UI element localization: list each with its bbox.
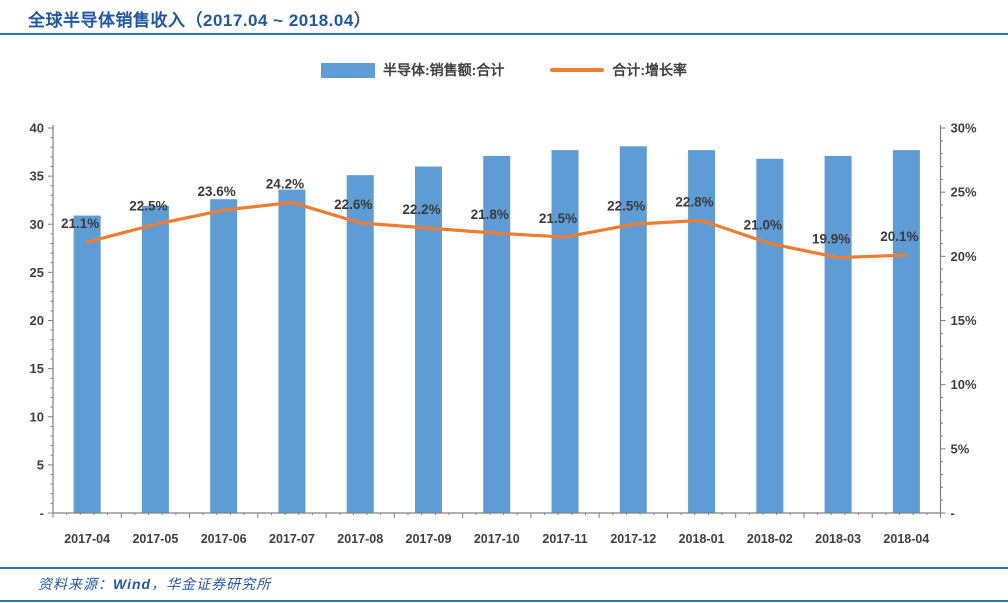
x-axis-label: 2017-10	[474, 532, 520, 546]
legend-item-growth: 合计:增长率	[550, 60, 687, 80]
source-name: Wind	[113, 576, 152, 592]
bar-2017-05	[141, 205, 169, 513]
left-axis-label: 35	[30, 169, 44, 184]
source-prefix: 资料来源：	[38, 576, 113, 592]
x-axis-label: 2018-03	[815, 532, 861, 546]
growth-point-label: 22.5%	[129, 198, 167, 213]
x-axis-label: 2017-11	[542, 532, 587, 546]
x-axis-label: 2017-08	[337, 532, 383, 546]
left-axis-label: 20	[30, 313, 44, 328]
growth-point-label: 19.9%	[812, 232, 850, 247]
x-axis-label: 2017-07	[269, 532, 315, 546]
source-note: 资料来源：Wind，华金证券研究所	[38, 574, 271, 594]
bar-2018-03	[824, 155, 852, 513]
right-axis-label: 15%	[951, 313, 977, 328]
bar-2018-01	[688, 150, 716, 513]
left-axis-label: 5	[37, 457, 44, 472]
legend-label-sales: 半导体:销售额:合计	[383, 62, 505, 78]
left-axis-label: 40	[30, 121, 44, 136]
x-axis-label: 2017-12	[610, 532, 656, 546]
growth-point-label: 21.8%	[471, 207, 509, 222]
bar-2017-10	[483, 155, 511, 513]
left-axis-label: 10	[30, 409, 44, 424]
chart-title: 全球半导体销售收入（2017.04 ~ 2018.04）	[28, 11, 372, 30]
bar-2017-09	[414, 166, 442, 513]
footer-divider	[0, 567, 1008, 569]
title-divider	[0, 33, 1008, 35]
right-axis-label: 10%	[951, 377, 977, 392]
bar-2017-08	[346, 175, 374, 513]
right-axis-label: 25%	[951, 185, 977, 200]
bar-swatch-icon	[321, 62, 375, 78]
right-axis-label: 5%	[951, 441, 970, 456]
x-axis-label: 2017-09	[406, 532, 452, 546]
source-suffix: ，华金证券研究所	[151, 576, 272, 592]
growth-point-label: 23.6%	[198, 184, 236, 199]
left-axis-label: 30	[30, 217, 44, 232]
bar-2018-02	[756, 158, 784, 514]
growth-point-label: 21.0%	[744, 218, 782, 233]
page-bottom-rule	[0, 600, 1008, 602]
left-axis-label: 25	[30, 265, 44, 280]
growth-point-label: 22.2%	[402, 202, 440, 217]
chart-legend: 半导体:销售额:合计 合计:增长率	[0, 58, 1008, 82]
x-axis-label: 2018-02	[747, 532, 793, 546]
growth-point-label: 21.1%	[61, 216, 99, 231]
left-axis-label: -	[40, 506, 44, 521]
legend-label-growth: 合计:增长率	[612, 62, 687, 78]
bar-2018-04	[892, 150, 920, 513]
right-axis-label: 20%	[951, 249, 977, 264]
right-axis-label: 30%	[951, 121, 977, 136]
bar-2017-06	[210, 199, 238, 513]
growth-point-label: 21.5%	[539, 211, 577, 226]
bar-2017-07	[278, 189, 306, 513]
x-axis-label: 2018-04	[883, 532, 929, 546]
growth-point-label: 22.6%	[334, 197, 372, 212]
left-axis-label: 15	[30, 361, 44, 376]
x-axis-label: 2017-06	[201, 532, 247, 546]
growth-point-label: 20.1%	[880, 229, 918, 244]
growth-point-label: 22.8%	[675, 194, 713, 209]
bar-2017-04	[73, 215, 101, 513]
x-axis-label: 2017-05	[132, 532, 178, 546]
growth-point-label: 24.2%	[266, 176, 304, 191]
bar-2017-12	[619, 146, 647, 513]
legend-item-sales: 半导体:销售额:合计	[321, 60, 504, 80]
x-axis-label: 2018-01	[679, 532, 725, 546]
line-swatch-icon	[550, 68, 605, 72]
bar-2017-11	[551, 150, 579, 513]
growth-rate-line	[85, 200, 908, 260]
growth-point-label: 22.5%	[607, 198, 645, 213]
right-axis-label: -	[951, 506, 955, 521]
x-axis-label: 2017-04	[64, 532, 110, 546]
